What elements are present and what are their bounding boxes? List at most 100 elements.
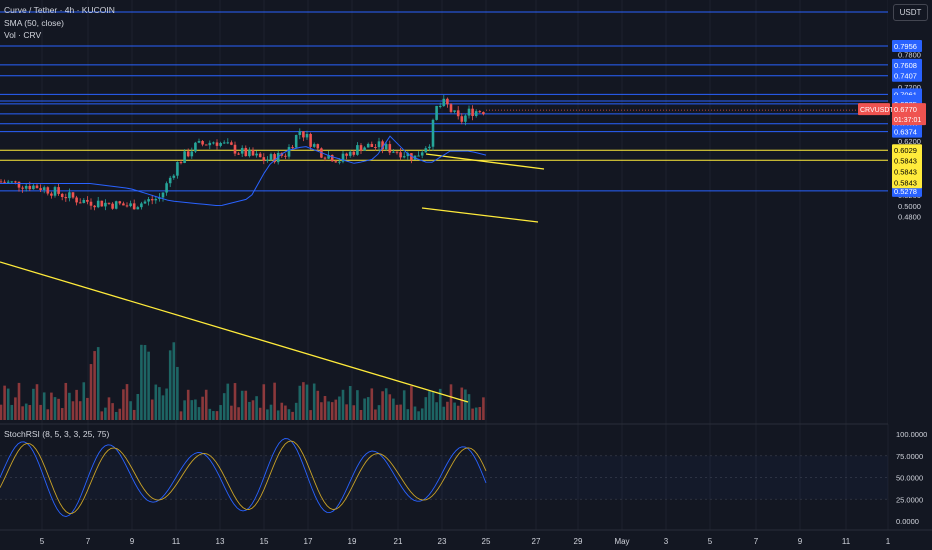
volume-bar — [388, 394, 392, 420]
volume-bar — [21, 406, 24, 420]
volume-bar — [3, 385, 6, 420]
candle-body — [86, 199, 89, 202]
time-tick-label: 27 — [532, 537, 541, 546]
candle-body — [287, 147, 291, 157]
volume-bar — [35, 384, 39, 420]
candle-body — [420, 152, 424, 156]
candle-body — [255, 153, 258, 156]
candle-body — [158, 197, 161, 199]
volume-bar — [0, 404, 3, 420]
candle-body — [32, 185, 35, 190]
volume-bar — [230, 405, 233, 420]
candle-body — [46, 187, 50, 194]
volume-bar — [197, 407, 201, 420]
volume-bar — [460, 387, 464, 420]
candle-body — [50, 193, 53, 196]
upper-wedge-line — [425, 153, 545, 170]
volume-bar — [208, 408, 212, 420]
volume-bar — [219, 405, 222, 420]
trendlines[interactable] — [0, 153, 545, 403]
countdown-tag: 01:37:01 — [894, 117, 921, 124]
candle-body — [114, 201, 118, 209]
candle-body — [460, 116, 464, 122]
volume-bar — [323, 396, 327, 420]
candle-body — [237, 153, 240, 155]
candle-body — [402, 156, 406, 158]
candle-body — [341, 153, 345, 162]
candle-body — [428, 146, 431, 149]
volume-legend[interactable]: Vol · CRV — [4, 30, 42, 40]
volume-bar — [186, 389, 190, 420]
volume-bar — [14, 397, 17, 420]
volume-bar — [381, 391, 384, 420]
volume-bar — [165, 388, 168, 420]
candle-body — [374, 147, 377, 149]
time-tick-label: 9 — [130, 537, 135, 546]
volume-bar — [118, 408, 122, 420]
symbol-title[interactable]: Curve / Tether · 4h · KUCOIN — [4, 5, 115, 15]
currency-button[interactable]: USDT — [893, 4, 928, 21]
volume-bar — [168, 350, 172, 420]
candle-body — [143, 201, 147, 204]
candle-body — [392, 151, 395, 153]
volume-bar — [406, 409, 410, 420]
stochrsi-d-line — [0, 440, 487, 514]
volume-bar — [212, 411, 215, 420]
candle-body — [316, 144, 320, 149]
candle-body — [406, 153, 410, 157]
volume-bar — [125, 384, 129, 420]
level-label-text: 0.7407 — [894, 72, 917, 81]
candle-body — [96, 200, 100, 208]
yellow-stack-label: 0.5843 — [894, 178, 917, 187]
volume-bar — [100, 411, 104, 420]
volume-bar — [442, 406, 446, 420]
time-tick-label: 11 — [842, 537, 851, 546]
volume-bar — [158, 387, 161, 420]
candle-body — [399, 152, 402, 158]
volume-bar — [96, 347, 100, 420]
volume-bar — [356, 390, 359, 420]
time-axis[interactable]: 5 7 9 11 13 15 17 19 21 23 25 27 29 May 3 5 7 9 11 1 — [0, 529, 932, 546]
candle-body — [10, 181, 14, 183]
time-tick-label: 29 — [574, 537, 583, 546]
level-label-text: 0.6374 — [894, 128, 917, 137]
candle-body — [226, 142, 230, 144]
volume-bar — [280, 402, 284, 420]
level-label-text: 0.7956 — [894, 42, 917, 51]
candle-body — [298, 131, 302, 136]
volume-bar — [183, 400, 186, 420]
volume-bar — [75, 389, 78, 420]
candle-body — [438, 105, 442, 107]
candle-body — [464, 115, 467, 122]
volume-bar — [374, 409, 377, 420]
volume-bar — [71, 401, 75, 420]
volume-bar — [17, 382, 21, 420]
volume-bar — [399, 404, 402, 420]
stochrsi-pane — [0, 438, 888, 517]
time-tick-label: 17 — [304, 537, 313, 546]
volume-bar — [320, 402, 323, 420]
volume-bar — [86, 397, 89, 420]
volume-bar — [266, 409, 269, 420]
candle-body — [118, 201, 122, 204]
volume-bar — [471, 408, 474, 420]
volume-bar — [312, 383, 316, 420]
candle-body — [431, 119, 435, 147]
volume-bar — [82, 382, 86, 420]
volume-bar — [420, 408, 424, 420]
stochrsi-tick-label: 0.0000 — [896, 517, 919, 526]
volume-bar — [395, 404, 399, 420]
volume-bar — [474, 407, 478, 420]
candle-body — [14, 181, 17, 183]
candle-body — [442, 98, 446, 106]
yellow-stack-bg — [892, 154, 922, 189]
volume-bar — [258, 407, 262, 420]
horizontal-levels[interactable] — [0, 11, 888, 192]
candle-body — [93, 205, 96, 208]
stochrsi-legend[interactable]: StochRSI (8, 5, 3, 3, 25, 75) — [4, 429, 110, 439]
candle-body — [64, 197, 68, 199]
level-label: 0.6374 — [892, 125, 922, 138]
volume-bar — [276, 410, 280, 420]
sma-legend[interactable]: SMA (50, close) — [4, 18, 64, 28]
